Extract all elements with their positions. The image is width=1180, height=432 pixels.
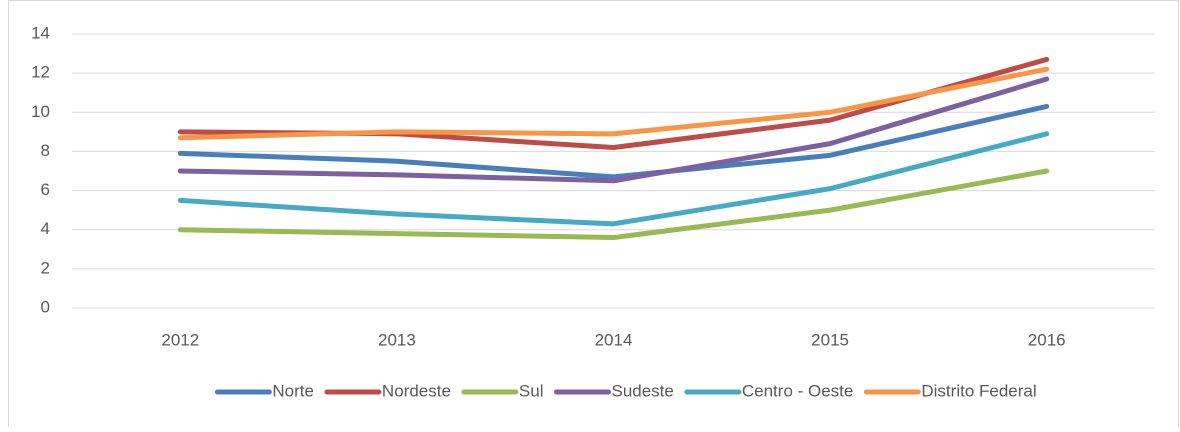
- series-line: [177, 131, 1050, 227]
- x-tick-label: 2013: [378, 330, 416, 349]
- y-tick-label: 2: [41, 258, 50, 277]
- legend-label: Sul: [519, 381, 544, 400]
- series-line: [177, 76, 1050, 184]
- y-tick-label: 0: [41, 297, 50, 316]
- y-tick-label: 6: [41, 180, 50, 199]
- x-tick-label: 2014: [595, 330, 633, 349]
- series-line: [177, 168, 1050, 241]
- y-tick-label: 12: [31, 63, 50, 82]
- series-line: [177, 103, 1050, 180]
- legend-label: Norte: [272, 381, 314, 400]
- x-tick-label: 2015: [811, 330, 849, 349]
- legend-label: Sudeste: [611, 381, 673, 400]
- y-tick-label: 8: [41, 141, 50, 160]
- x-tick-label: 2012: [161, 330, 199, 349]
- legend-label: Nordeste: [382, 381, 451, 400]
- legend-label: Centro - Oeste: [742, 381, 854, 400]
- y-tick-label: 10: [31, 102, 50, 121]
- y-tick-label: 14: [31, 23, 50, 42]
- series-line: [177, 66, 1050, 141]
- y-tick-label: 4: [41, 219, 50, 238]
- legend-label: Distrito Federal: [921, 381, 1036, 400]
- chart-border: [8, 0, 1179, 432]
- x-tick-label: 2016: [1028, 330, 1066, 349]
